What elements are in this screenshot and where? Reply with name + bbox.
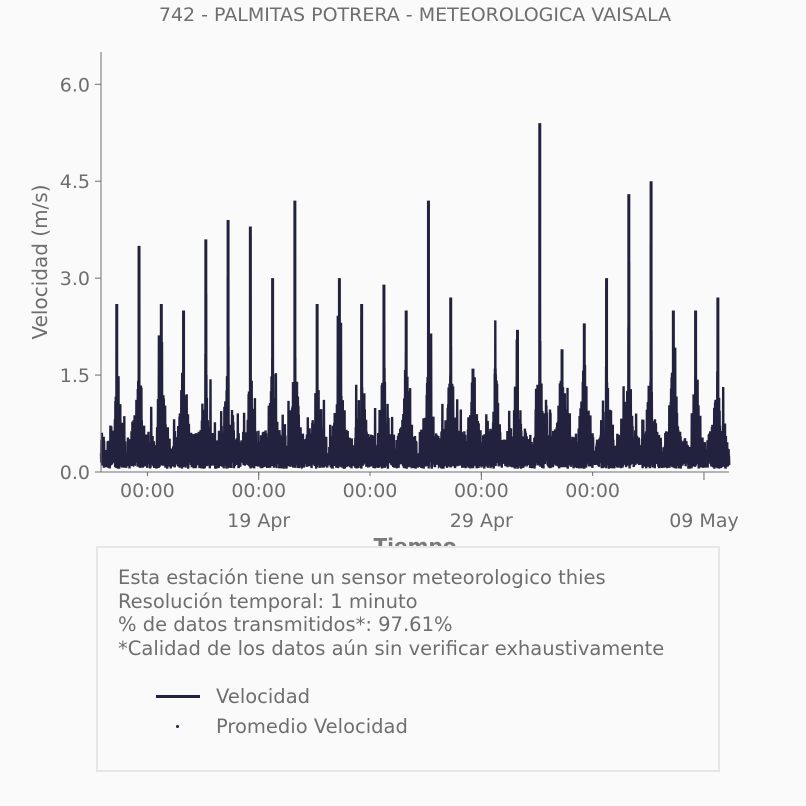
- legend-label-velocidad: Velocidad: [216, 684, 311, 708]
- info-sensor: Esta estación tiene un sensor meteorolog…: [118, 566, 606, 589]
- legend-item-velocidad: Velocidad: [156, 681, 408, 711]
- x-minor-tick-label: 00:00: [231, 480, 286, 502]
- x-ticks: 00:00 00:00 00:00 00:00 00:00 19 Apr 29 Apr 09 …: [120, 472, 739, 532]
- info-quality-note: *Calidad de los datos aún sin verificar …: [118, 636, 665, 660]
- x-minor-tick-label: 00:00: [454, 480, 509, 502]
- info-box: Esta estación tiene un sensor meteorolog…: [96, 546, 720, 772]
- x-minor-tick-label: 00:00: [120, 480, 175, 502]
- point-marker-icon: [156, 724, 200, 728]
- y-tick-label: 6.0: [60, 74, 90, 96]
- x-minor-tick-label: 00:00: [343, 480, 398, 502]
- info-text: Esta estación tiene un sensor meteorolog…: [118, 566, 664, 660]
- x-major-tick-label: 19 Apr: [227, 510, 290, 532]
- x-major-tick-label: 29 Apr: [450, 510, 513, 532]
- x-minor-tick-label: 00:00: [565, 480, 620, 502]
- chart-area: 742 - PALMITAS POTRERA - METEOROLOGICA V…: [28, 4, 739, 546]
- y-ticks: 0.0 1.5 3.0 4.5 6.0: [60, 74, 101, 484]
- y-tick-label: 0.0: [60, 462, 90, 484]
- chart-title: 742 - PALMITAS POTRERA - METEOROLOGICA V…: [159, 4, 671, 26]
- legend: Velocidad Promedio Velocidad: [156, 681, 408, 741]
- y-tick-label: 3.0: [60, 268, 90, 290]
- info-transmitted: % de datos transmitidos*: 97.61%: [118, 613, 453, 636]
- x-major-tick-label: 09 May: [669, 510, 739, 532]
- velocidad-line: [99, 158, 731, 470]
- x-axis-label: Tiempo: [374, 534, 457, 546]
- legend-item-promedio: Promedio Velocidad: [156, 711, 408, 741]
- velocidad-series: [99, 123, 731, 470]
- info-resolution: Resolución temporal: 1 minuto: [118, 589, 418, 613]
- y-axis-label: Velocidad (m/s): [28, 184, 52, 339]
- line-swatch-icon: [156, 694, 200, 698]
- y-tick-label: 1.5: [60, 365, 90, 387]
- y-tick-label: 4.5: [60, 171, 90, 193]
- legend-label-promedio: Promedio Velocidad: [216, 714, 408, 738]
